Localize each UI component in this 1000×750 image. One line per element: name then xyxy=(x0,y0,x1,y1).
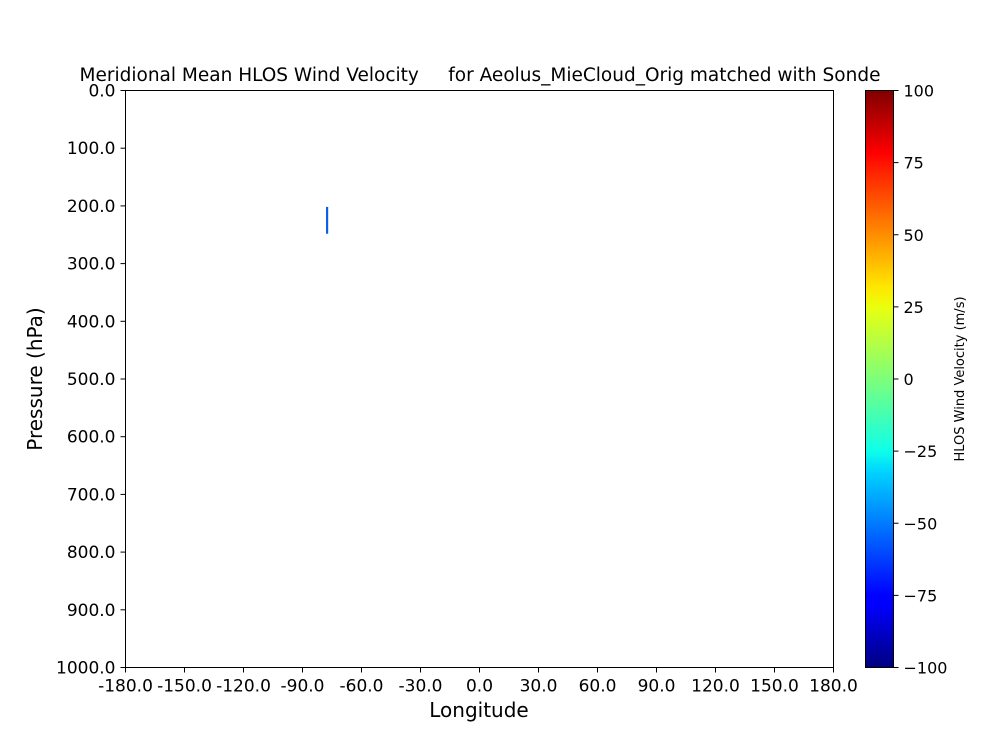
heatmap-cells xyxy=(325,206,329,234)
x-tick-label: -90.0 xyxy=(281,677,325,697)
x-tick-label: -180.0 xyxy=(98,677,153,697)
y-axis-ticks: 0.0 100.0 200.0 300.0 400.0 500.0 600.0 700.0 80… xyxy=(56,82,126,679)
y-tick-label: 600.0 xyxy=(67,428,116,448)
x-axis-label: Longitude xyxy=(429,698,528,722)
colorbar-tick-label: 25 xyxy=(904,298,924,317)
x-tick-label: -60.0 xyxy=(340,677,384,697)
y-tick-label: 0.0 xyxy=(88,82,115,102)
x-tick-label: 150.0 xyxy=(750,677,799,697)
x-tick-label: 0.0 xyxy=(466,677,493,697)
colorbar-tick-label: −100 xyxy=(904,659,948,678)
x-tick-label: 60.0 xyxy=(579,677,617,697)
x-tick-label: 120.0 xyxy=(691,677,740,697)
x-tick-label: -30.0 xyxy=(399,677,443,697)
colorbar xyxy=(865,90,894,668)
x-tick-label: 30.0 xyxy=(520,677,558,697)
colorbar-tick-label: −75 xyxy=(904,586,938,605)
y-tick-label: 1000.0 xyxy=(56,659,115,679)
colorbar-tick-label: 75 xyxy=(904,154,924,173)
plot-area xyxy=(125,90,834,668)
colorbar-ticks: 100 75 50 25 0 −25 −50 −75 −100 xyxy=(893,82,948,678)
x-tick-label: 180.0 xyxy=(809,677,858,697)
y-tick-label: 700.0 xyxy=(67,485,116,505)
y-tick-label: 300.0 xyxy=(67,255,116,275)
colorbar-tick-label: −50 xyxy=(904,514,938,533)
x-axis-ticks: -180.0 -150.0 -120.0 -90.0 -60.0 -30.0 0.0 30.0… xyxy=(98,667,858,697)
x-tick-label: -120.0 xyxy=(216,677,271,697)
chart-title: Meridional Mean HLOS Wind Velocity for A… xyxy=(80,65,881,86)
colorbar-tick-label: 0 xyxy=(904,370,914,389)
y-tick-label: 900.0 xyxy=(67,601,116,621)
y-tick-label: 200.0 xyxy=(67,197,116,217)
y-tick-label: 400.0 xyxy=(67,312,116,332)
colorbar-tick-label: 100 xyxy=(904,82,935,101)
x-tick-label: 90.0 xyxy=(638,677,676,697)
y-tick-label: 100.0 xyxy=(67,139,116,159)
heatmap-cell xyxy=(325,206,329,234)
y-tick-label: 500.0 xyxy=(67,370,116,390)
colorbar-tick-label: −25 xyxy=(904,442,938,461)
y-tick-label: 800.0 xyxy=(67,543,116,563)
colorbar-tick-label: 50 xyxy=(904,226,924,245)
y-axis-label: Pressure (hPa) xyxy=(23,307,47,450)
colorbar-label: HLOS Wind Velocity (m/s) xyxy=(953,296,968,461)
x-tick-label: -150.0 xyxy=(157,677,212,697)
